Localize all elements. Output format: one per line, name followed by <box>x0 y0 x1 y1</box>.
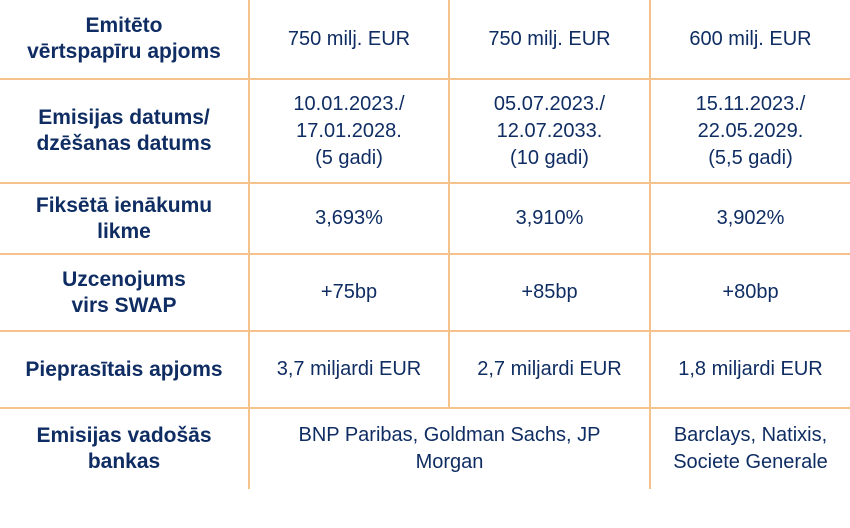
row-lead-banks: Emisijas vadošās bankas BNP Paribas, Gol… <box>0 408 850 489</box>
cell-demand-1: 3,7 miljardi EUR <box>249 331 450 409</box>
cell-premium-1: +75bp <box>249 254 450 332</box>
row-header-fixed-income-rate: Fiksētā ienākumu likme <box>0 183 250 255</box>
row-header-issued-volume: Emitēto vērtspapīru apjoms <box>0 0 250 80</box>
row-issued-volume: Emitēto vērtspapīru apjoms 750 milj. EUR… <box>0 0 850 80</box>
cell-demand-2: 2,7 miljardi EUR <box>449 331 651 409</box>
row-premium-over-swap: Uzcenojums virs SWAP +75bp +85bp +80bp <box>0 254 850 332</box>
cell-dates-2: 05.07.2023./ 12.07.2033. (10 gadi) <box>449 79 651 184</box>
cell-issued-volume-3: 600 milj. EUR <box>650 0 850 80</box>
bond-issuance-table: Emitēto vērtspapīru apjoms 750 milj. EUR… <box>0 0 850 489</box>
cell-issued-volume-2: 750 milj. EUR <box>449 0 651 80</box>
cell-rate-2: 3,910% <box>449 183 651 255</box>
row-demanded-volume: Pieprasītais apjoms 3,7 miljardi EUR 2,7… <box>0 331 850 409</box>
cell-lead-banks-merged: BNP Paribas, Goldman Sachs, JP Morgan <box>249 408 651 489</box>
cell-rate-3: 3,902% <box>650 183 850 255</box>
cell-dates-3: 15.11.2023./ 22.05.2029. (5,5 gadi) <box>650 79 850 184</box>
row-issue-maturity-dates: Emisijas datums/ dzēšanas datums 10.01.2… <box>0 79 850 184</box>
row-fixed-income-rate: Fiksētā ienākumu likme 3,693% 3,910% 3,9… <box>0 183 850 255</box>
cell-lead-banks-3: Barclays, Natixis, Societe Generale <box>673 424 828 473</box>
row-header-issue-maturity-dates: Emisijas datums/ dzēšanas datums <box>0 79 250 184</box>
row-header-lead-banks: Emisijas vadošās bankas <box>0 408 250 489</box>
cell-premium-2: +85bp <box>449 254 651 332</box>
row-header-demanded-volume: Pieprasītais apjoms <box>0 331 250 409</box>
cell-dates-1: 10.01.2023./ 17.01.2028. (5 gadi) <box>249 79 450 184</box>
row-header-premium-over-swap: Uzcenojums virs SWAP <box>0 254 250 332</box>
cell-rate-1: 3,693% <box>249 183 450 255</box>
cell-demand-3: 1,8 miljardi EUR <box>650 331 850 409</box>
cell-issued-volume-1: 750 milj. EUR <box>249 0 450 80</box>
cell-premium-3: +80bp <box>650 254 850 332</box>
